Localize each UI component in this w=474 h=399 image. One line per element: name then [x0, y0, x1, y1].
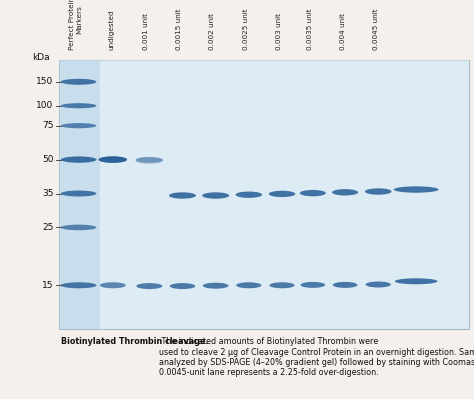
Ellipse shape [202, 192, 229, 199]
Ellipse shape [301, 282, 325, 288]
Text: 15: 15 [42, 281, 54, 290]
Text: 50: 50 [42, 155, 54, 164]
Ellipse shape [300, 190, 326, 196]
Ellipse shape [100, 282, 126, 288]
Bar [59, 60, 100, 329]
Ellipse shape [99, 156, 127, 163]
Ellipse shape [333, 282, 357, 288]
Ellipse shape [169, 192, 196, 199]
Ellipse shape [236, 282, 262, 288]
Text: 0.002 unit: 0.002 unit [210, 13, 215, 50]
Ellipse shape [203, 283, 228, 289]
Ellipse shape [136, 157, 163, 164]
Ellipse shape [61, 190, 97, 197]
Text: 75: 75 [42, 121, 54, 130]
Text: undigested: undigested [109, 9, 114, 50]
Text: 100: 100 [36, 101, 54, 110]
Ellipse shape [61, 79, 97, 85]
Ellipse shape [61, 103, 97, 109]
Ellipse shape [136, 283, 163, 289]
Text: 0.0025 unit: 0.0025 unit [243, 8, 248, 50]
Ellipse shape [99, 156, 127, 163]
Ellipse shape [61, 282, 97, 288]
Text: 0.003 unit: 0.003 unit [276, 13, 282, 50]
Ellipse shape [393, 186, 439, 193]
Ellipse shape [61, 225, 97, 230]
Text: 150: 150 [36, 77, 54, 86]
Text: 0.004 unit: 0.004 unit [340, 13, 346, 50]
Ellipse shape [136, 157, 163, 162]
Text: 0.0045 unit: 0.0045 unit [373, 8, 379, 50]
Text: Biotinylated Thrombin cleavage.: Biotinylated Thrombin cleavage. [61, 337, 208, 346]
Ellipse shape [61, 156, 97, 163]
Ellipse shape [332, 189, 358, 196]
Text: 0.0035 unit: 0.0035 unit [308, 8, 313, 50]
Ellipse shape [236, 192, 262, 198]
Text: 35: 35 [42, 189, 54, 198]
Ellipse shape [269, 282, 295, 288]
Text: The indicated amounts of Biotinylated Thrombin were
used to cleave 2 μg of Cleav: The indicated amounts of Biotinylated Th… [159, 337, 474, 377]
Bar [60, 60, 469, 329]
Ellipse shape [365, 282, 391, 287]
Text: 25: 25 [42, 223, 54, 232]
Ellipse shape [170, 283, 195, 289]
Text: Perfect Protein™
Markers: Perfect Protein™ Markers [69, 0, 82, 50]
Ellipse shape [365, 188, 392, 195]
Ellipse shape [61, 123, 97, 128]
Text: 0.001 unit: 0.001 unit [143, 13, 149, 50]
Text: 0.0015 unit: 0.0015 unit [176, 8, 182, 50]
Text: kDa: kDa [32, 53, 50, 62]
Bar [59, 60, 469, 329]
Ellipse shape [269, 191, 295, 197]
Ellipse shape [395, 279, 438, 284]
